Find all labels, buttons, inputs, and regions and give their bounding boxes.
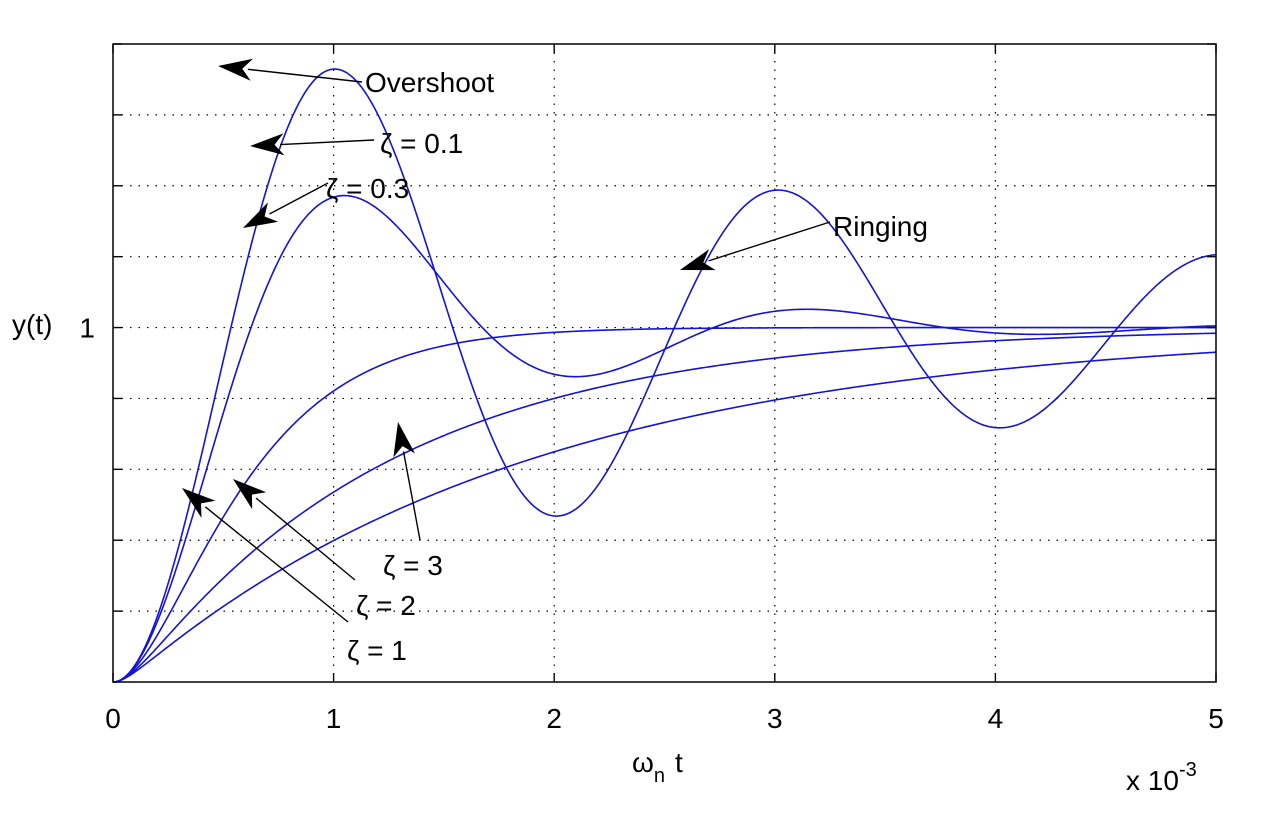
arrow-zeta-0.1-shaft	[279, 139, 375, 146]
annotation-zeta-0.3: ζ = 0.3	[326, 173, 409, 204]
series-line-zeta-1	[112, 326, 1216, 683]
series-line-zeta-0.3	[112, 194, 1217, 683]
arrow-ringing-head	[680, 249, 716, 271]
arrow-zeta-3-head	[393, 422, 415, 458]
arrow-zeta-3	[393, 422, 421, 541]
arrow-zeta-2	[233, 479, 356, 581]
x-tick-label: 2	[546, 703, 562, 734]
x-tick-label: 0	[105, 703, 121, 734]
y-tick-label: 1	[79, 313, 95, 344]
x-axis-label: ωn t	[632, 747, 683, 787]
annotation-zeta-0.1: ζ = 0.1	[380, 128, 463, 159]
arrow-zeta-2-head	[233, 479, 267, 510]
plot-frame	[112, 43, 1217, 683]
arrow-ringing-shaft	[708, 221, 831, 262]
arrow-zeta-0.3-head	[243, 202, 279, 228]
y-axis-label: y(t)	[12, 309, 52, 340]
series-line-zeta-3	[112, 351, 1217, 683]
annotation-overshoot: Overshoot	[365, 67, 494, 98]
annotation-arrows	[182, 58, 831, 623]
arrow-zeta-0.1	[250, 133, 375, 156]
arrow-overshoot-shaft	[247, 68, 363, 83]
x-tick-label: 4	[988, 703, 1004, 734]
arrow-zeta-3-shaft	[402, 451, 421, 541]
axis-ticks: 0 1 2 3 4 5 1	[79, 43, 1224, 734]
x-axis-multiplier: x 10-3	[1126, 759, 1197, 796]
annotation-ringing: Ringing	[833, 211, 928, 242]
x-tick-label: 3	[767, 703, 783, 734]
arrow-zeta-1	[182, 488, 349, 623]
arrow-zeta-1-head	[182, 488, 216, 518]
annotation-zeta-2: ζ = 2	[356, 590, 416, 621]
x-tick-label: 1	[326, 703, 342, 734]
x-tick-label: 5	[1208, 703, 1224, 734]
response-curves	[112, 68, 1217, 683]
arrow-overshoot	[218, 58, 363, 83]
annotation-zeta-1: ζ = 1	[347, 635, 407, 666]
series-line-zeta-0.1	[112, 68, 1217, 683]
arrow-zeta-0.3	[243, 182, 329, 228]
arrow-zeta-1-shaft	[204, 506, 349, 623]
arrow-zeta-0.3-shaft	[269, 182, 329, 215]
arrow-overshoot-head	[218, 58, 253, 81]
annotation-zeta-3: ζ = 3	[383, 550, 443, 581]
arrow-zeta-2-shaft	[255, 497, 356, 581]
arrow-zeta-0.1-head	[250, 133, 285, 156]
series-line-zeta-2	[112, 332, 1217, 683]
arrow-ringing	[680, 221, 831, 271]
